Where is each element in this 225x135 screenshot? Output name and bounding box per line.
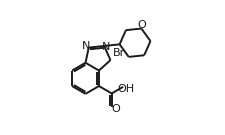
Text: N: N: [82, 41, 90, 51]
Text: OH: OH: [117, 84, 135, 94]
Text: Br: Br: [113, 48, 125, 58]
Text: O: O: [137, 20, 146, 30]
Text: N: N: [102, 42, 110, 52]
Text: O: O: [111, 104, 120, 114]
